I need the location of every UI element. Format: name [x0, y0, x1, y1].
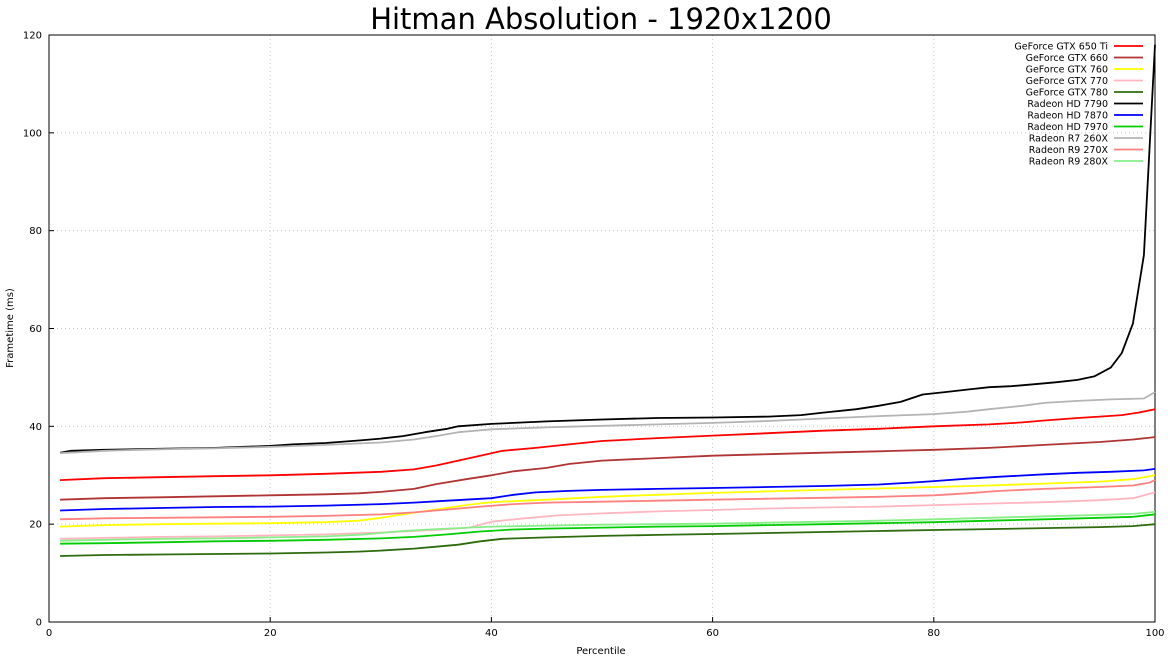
- y-tick-label: 0: [36, 618, 42, 629]
- legend-label: Radeon HD 7970: [1027, 122, 1108, 133]
- y-tick-label: 20: [29, 520, 42, 531]
- y-axis-ticks: 0 20 40 60 80 100 120: [23, 31, 54, 629]
- x-tick-label: 60: [706, 628, 719, 639]
- y-tick-label: 40: [29, 422, 42, 433]
- x-axis-label: Percentile: [576, 646, 625, 657]
- legend-label: Radeon R7 260X: [1029, 134, 1109, 145]
- x-axis-ticks: 0 20 40 60 80 100: [46, 617, 1165, 639]
- series-line: [60, 491, 1156, 540]
- legend-label: GeForce GTX 760: [1026, 65, 1108, 76]
- chart-title: Hitman Absolution - 1920x1200: [370, 2, 832, 36]
- y-tick-label: 60: [29, 324, 42, 335]
- series-line: [60, 474, 1156, 528]
- y-axis-label: Frametime (ms): [5, 288, 16, 368]
- legend-label: Radeon HD 7870: [1027, 111, 1108, 122]
- series-line: [60, 408, 1156, 481]
- y-tick-label: 100: [23, 128, 42, 139]
- series-line: [60, 511, 1156, 542]
- x-tick-label: 80: [927, 628, 940, 639]
- legend-label: GeForce GTX 770: [1026, 76, 1108, 87]
- legend-label: Radeon R9 280X: [1029, 157, 1109, 168]
- y-tick-label: 120: [23, 31, 42, 42]
- x-tick-label: 20: [264, 628, 277, 639]
- legend-label: Radeon R9 270X: [1029, 145, 1109, 156]
- legend-label: GeForce GTX 780: [1026, 88, 1108, 99]
- legend-label: Radeon HD 7790: [1027, 99, 1108, 110]
- series-line: [60, 513, 1156, 545]
- series-line: [59, 44, 1156, 454]
- grid: [49, 35, 1155, 622]
- series-line: [60, 523, 1156, 557]
- series-line: [60, 436, 1156, 501]
- x-tick-label: 40: [485, 628, 498, 639]
- y-tick-label: 80: [29, 226, 42, 237]
- series-line: [60, 468, 1156, 512]
- x-tick-label: 100: [1145, 628, 1164, 639]
- series-lines: [59, 44, 1156, 557]
- series-line: [60, 391, 1156, 455]
- series-line: [60, 479, 1156, 521]
- legend-label: GeForce GTX 650 Ti: [1014, 42, 1108, 53]
- legend-label: GeForce GTX 660: [1026, 53, 1108, 64]
- x-tick-label: 0: [46, 628, 52, 639]
